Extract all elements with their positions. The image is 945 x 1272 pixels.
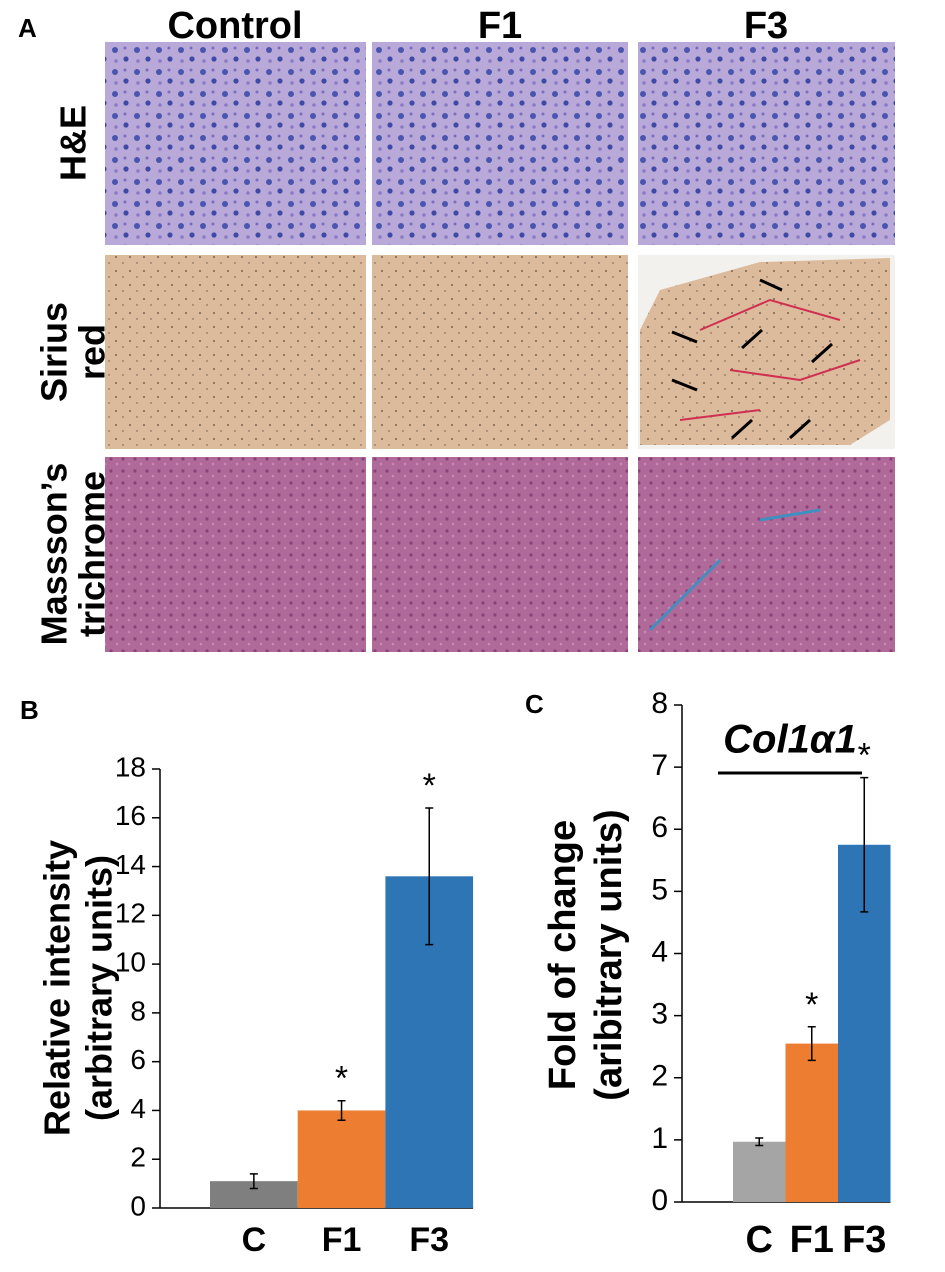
x-tick-label: C: [746, 1219, 773, 1261]
x-tick-label: F1: [790, 1219, 834, 1261]
y-axis-label: Relative intensity: [37, 840, 78, 1136]
y-axis-label: Fold of change: [542, 820, 584, 1090]
error-bar: [425, 807, 434, 946]
x-tick-label: F3: [409, 1221, 449, 1259]
significance-mark: *: [423, 767, 436, 805]
y-axis-label: (arbitrary units): [79, 855, 120, 1121]
y-tick-label: 0: [651, 1184, 668, 1217]
histology-image: [372, 42, 628, 245]
error-bar: [755, 1137, 764, 1147]
fibrosis-lines: [679, 298, 861, 421]
y-tick-label: 0: [130, 1190, 146, 1221]
y-tick-label: 7: [651, 749, 668, 782]
tissue: [640, 258, 890, 445]
y-tick-label: 6: [130, 1044, 146, 1075]
bar-chart: C Col1α1 Fold of change (aribitrary units) 0…: [525, 687, 891, 1261]
row-label: Massson’s: [34, 463, 75, 646]
bar: [733, 1141, 786, 1202]
row-label: H&E: [53, 105, 94, 181]
y-tick-label: 8: [651, 687, 668, 720]
panel-label: B: [20, 695, 39, 725]
histology-image: [105, 457, 366, 652]
histology-image: [638, 457, 895, 652]
x-tick-label: F3: [842, 1219, 886, 1261]
y-tick-label: 10: [115, 947, 146, 978]
bar-chart: B Relative intensity (arbitrary units) 0 2 4 6…: [20, 695, 474, 1259]
histology-image: [372, 457, 628, 652]
chart-title: Col1α1: [723, 718, 857, 762]
error-bar: [337, 1099, 346, 1121]
y-tick-label: 14: [115, 849, 146, 880]
panel-label: A: [18, 13, 37, 43]
histology-image: [638, 42, 895, 245]
y-tick-label: 2: [651, 1060, 668, 1093]
bar: [297, 1110, 386, 1208]
y-tick-label: 3: [651, 998, 668, 1031]
y-tick-label: 2: [130, 1142, 146, 1173]
column-header: F3: [744, 5, 788, 47]
y-tick-label: 12: [115, 898, 146, 929]
y-tick-label: 8: [130, 995, 146, 1026]
row-label: trichrome: [72, 471, 113, 637]
x-tick-label: F1: [322, 1221, 362, 1259]
column-header: F1: [478, 5, 522, 47]
error-bar: [249, 1173, 258, 1190]
error-bar: [860, 776, 869, 913]
significance-mark: *: [335, 1060, 348, 1098]
histology-image: [105, 42, 366, 245]
y-axis-label: (aribitrary units): [588, 809, 630, 1100]
y-tick-label: 4: [651, 935, 668, 968]
arrows: [671, 278, 834, 440]
significance-mark: *: [858, 737, 871, 775]
x-tick-label: C: [242, 1221, 267, 1259]
column-header: Control: [167, 5, 302, 47]
histology-image: [372, 255, 628, 449]
y-tick-label: 4: [130, 1093, 146, 1124]
collagen-stain: [648, 508, 821, 632]
significance-mark: *: [805, 986, 818, 1024]
row-label: Sirius: [34, 302, 75, 402]
bar: [785, 1043, 838, 1202]
y-tick-label: 5: [651, 873, 668, 906]
error-bar: [807, 1026, 816, 1062]
y-tick-label: 6: [651, 811, 668, 844]
row-label: red: [72, 324, 113, 380]
panel-label: C: [525, 689, 544, 719]
histology-image: [105, 255, 366, 449]
y-tick-label: 18: [115, 751, 146, 782]
panel-a-images: [105, 42, 895, 652]
y-tick-label: 1: [651, 1122, 668, 1155]
y-tick-label: 16: [115, 800, 146, 831]
